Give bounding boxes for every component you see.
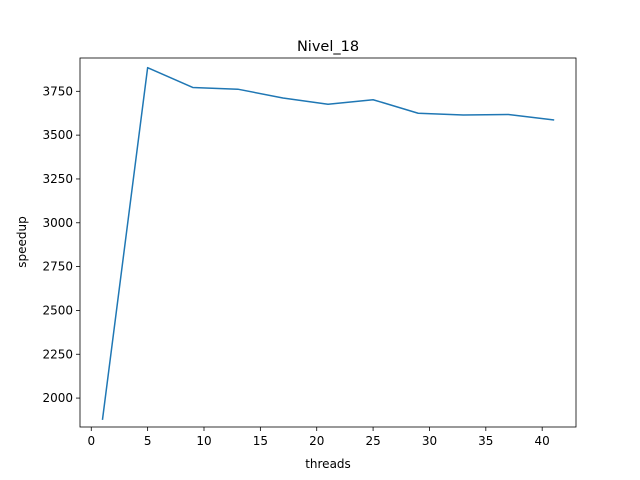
x-tick-label: 25 [365, 434, 380, 448]
series-line-0 [101, 66, 555, 420]
x-tick-label: 5 [144, 434, 152, 448]
y-tick-label: 3750 [42, 84, 73, 98]
y-tick-label: 3000 [42, 216, 73, 230]
y-tick-label: 2250 [42, 347, 73, 361]
x-axis-label: threads [305, 457, 351, 471]
y-tick-label: 3250 [42, 172, 73, 186]
y-tick-label: 2750 [42, 260, 73, 274]
x-tick-label: 30 [422, 434, 437, 448]
x-axis-ticks: 0 5 10 15 20 25 30 35 40 [87, 427, 550, 448]
y-axis-ticks: 2000 2250 2500 2750 3000 3250 3500 3750 [42, 84, 80, 405]
x-tick-label: 15 [253, 434, 268, 448]
chart-title: Nivel_18 [297, 39, 359, 55]
x-tick-label: 0 [87, 434, 95, 448]
y-tick-label: 2500 [42, 303, 73, 317]
y-tick-label: 3500 [42, 128, 73, 142]
x-tick-label: 20 [309, 434, 324, 448]
plot-area [79, 57, 577, 428]
y-axis-label: speedup [15, 216, 29, 267]
x-tick-label: 40 [535, 434, 550, 448]
x-tick-label: 10 [196, 434, 211, 448]
y-tick-label: 2000 [42, 391, 73, 405]
plot-frame [79, 57, 577, 428]
x-tick-label: 35 [478, 434, 493, 448]
